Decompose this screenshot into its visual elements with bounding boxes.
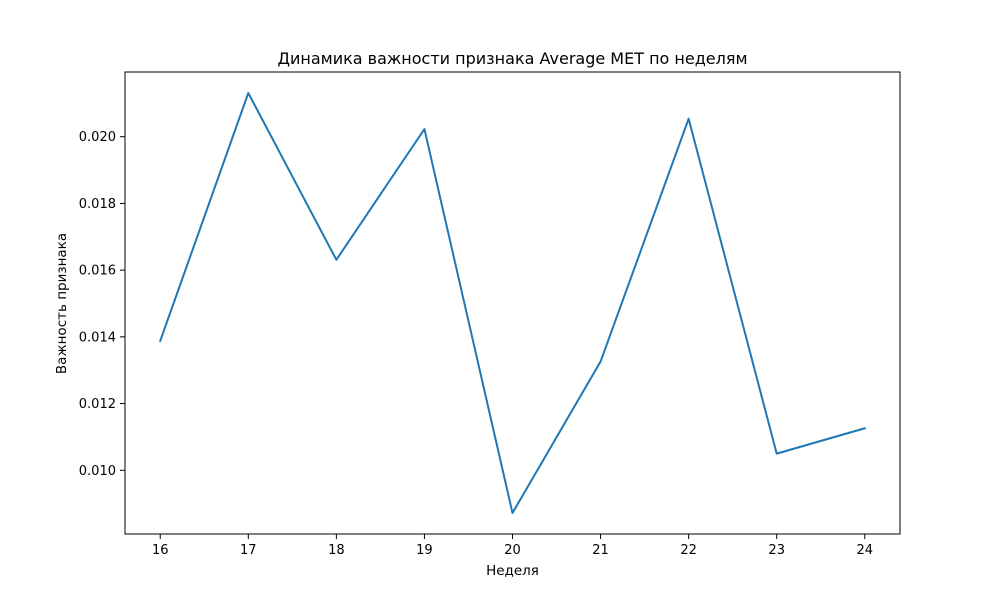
plot-area: 16 17 18 19 20 21 22 23 24 0.010 0.012 0.014 0.016 0.… (79, 71, 901, 558)
x-tick-label: 19 (416, 543, 433, 558)
x-tick-label: 18 (328, 543, 345, 558)
plot-frame (124, 71, 901, 535)
y-tick-label: 0.018 (79, 197, 116, 212)
x-tick-label: 23 (768, 543, 785, 558)
x-tick-label: 21 (592, 543, 609, 558)
y-tick-label: 0.014 (79, 330, 116, 345)
y-tick-label: 0.012 (79, 397, 116, 412)
y-tick-label: 0.020 (79, 130, 116, 145)
y-axis-label: Важность признака (54, 233, 70, 374)
x-tick-label: 16 (152, 543, 169, 558)
x-tick-label: 22 (680, 543, 697, 558)
x-axis-label: Неделя (486, 563, 539, 579)
chart-title: Динамика важности признака Average MET п… (277, 49, 747, 68)
x-tick-label: 17 (240, 543, 257, 558)
x-tick-label: 20 (504, 543, 521, 558)
y-tick-label: 0.016 (79, 264, 116, 279)
y-tick-label: 0.010 (79, 464, 116, 479)
x-tick-label: 24 (856, 543, 873, 558)
series-line-0 (158, 92, 867, 514)
